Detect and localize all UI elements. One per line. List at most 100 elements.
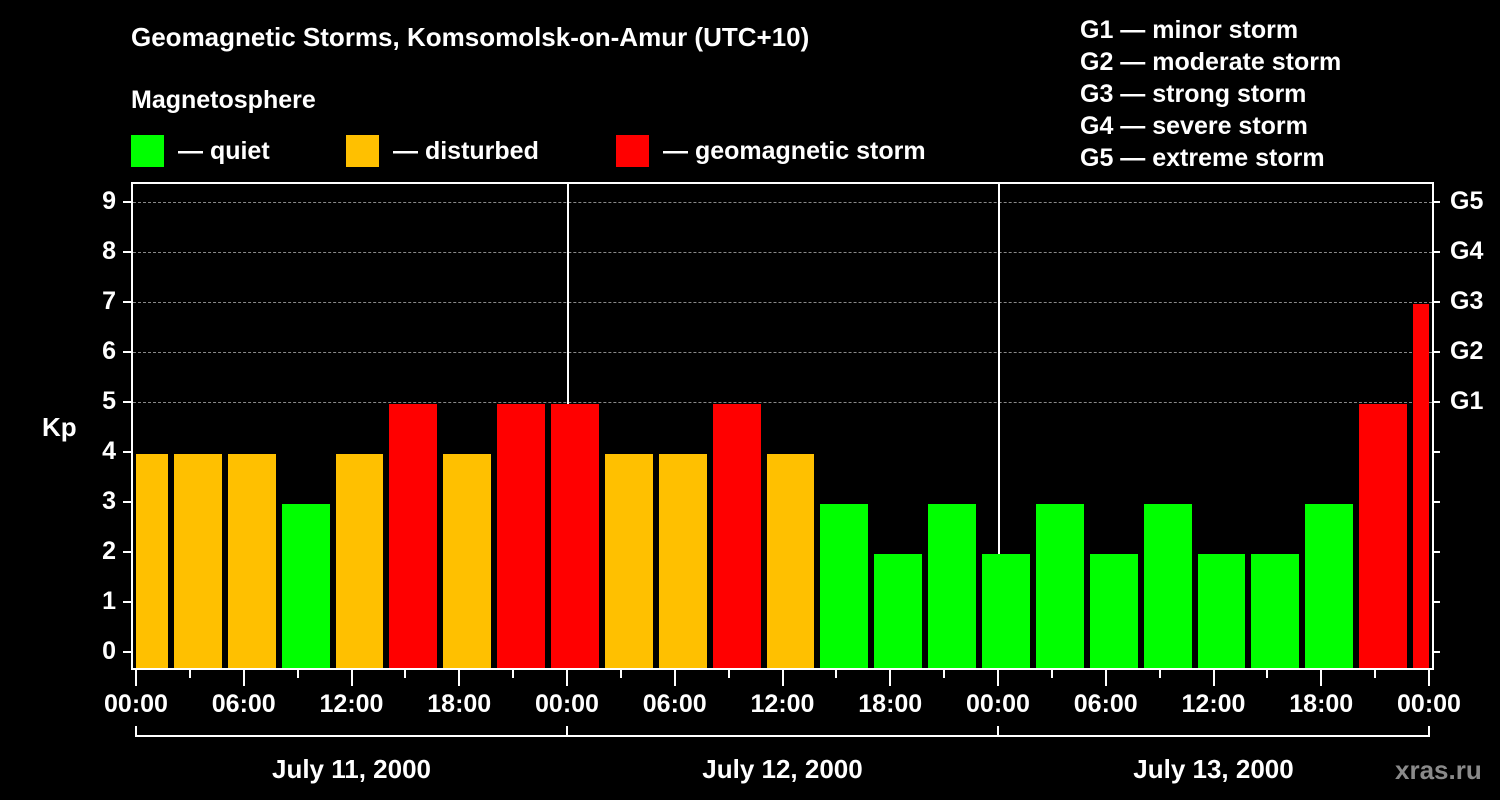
kp-bar (874, 554, 923, 668)
x-tick-label: 18:00 (1289, 690, 1354, 718)
x-tick-label: 00:00 (535, 690, 599, 718)
x-major-tick (1212, 670, 1215, 686)
x-tick-label: 06:00 (211, 690, 276, 718)
kp-bar (1089, 554, 1138, 668)
kp-bar (1035, 504, 1084, 668)
legend-storm: — geomagnetic storm (616, 135, 926, 167)
kp-bar (928, 504, 977, 668)
y-tick (123, 201, 131, 203)
kp-bar (227, 454, 276, 668)
day-separator (998, 184, 1000, 668)
kp-bar (1143, 504, 1192, 668)
legend-label-disturbed: — disturbed (393, 136, 539, 165)
right-tick (1432, 351, 1440, 353)
chart-subtitle: Magnetosphere (131, 86, 316, 114)
grid-line-kp-9 (133, 202, 1432, 203)
date-bracket-line (135, 735, 1430, 737)
x-major-tick (242, 670, 245, 686)
kp-bar (497, 404, 546, 668)
y-tick (123, 601, 131, 603)
storm-scale-g2: G2 — moderate storm (1080, 48, 1342, 76)
x-major-tick (889, 670, 892, 686)
plot-area (131, 182, 1434, 670)
y-tick-label: 9 (102, 187, 116, 215)
legend-swatch-storm (616, 135, 649, 167)
y-tick-label: 2 (102, 537, 116, 565)
storm-level-label: G4 (1450, 237, 1484, 265)
grid-line-kp-6 (133, 352, 1432, 353)
kp-bar (982, 554, 1030, 668)
legend-label-storm: — geomagnetic storm (663, 136, 926, 165)
x-minor-tick (1266, 670, 1269, 678)
y-tick (123, 651, 131, 653)
right-tick (1432, 401, 1440, 403)
storm-scale-g4: G4 — severe storm (1080, 112, 1308, 140)
right-tick (1432, 551, 1440, 553)
right-tick (1432, 301, 1440, 303)
x-minor-tick (1050, 670, 1053, 678)
kp-bar (820, 504, 869, 668)
date-bracket-tick (1428, 726, 1430, 737)
kp-bar (443, 454, 492, 668)
x-tick-label: 06:00 (1073, 690, 1138, 718)
x-minor-tick (188, 670, 191, 678)
kp-bar (389, 404, 438, 668)
kp-bar (1359, 404, 1408, 668)
kp-bar (1251, 554, 1300, 668)
y-axis-label: Kp (42, 412, 77, 442)
y-tick-label: 6 (102, 337, 116, 365)
legend-swatch-quiet (131, 135, 164, 167)
legend-swatch-disturbed (346, 135, 379, 167)
x-minor-tick (296, 670, 299, 678)
date-bracket-tick (566, 726, 568, 737)
x-tick-label: 18:00 (858, 690, 923, 718)
x-minor-tick (835, 670, 838, 678)
x-minor-tick (727, 670, 730, 678)
x-major-tick (1320, 670, 1323, 686)
right-tick (1432, 601, 1440, 603)
x-tick-label: 00:00 (104, 690, 168, 718)
x-major-tick (673, 670, 676, 686)
right-tick (1432, 251, 1440, 253)
kp-bar (173, 454, 222, 668)
x-major-tick (781, 670, 784, 686)
x-tick-label: 12:00 (319, 690, 384, 718)
chart-title: Geomagnetic Storms, Komsomolsk-on-Amur (… (131, 22, 810, 52)
x-tick-label: 06:00 (642, 690, 707, 718)
storm-level-label: G1 (1450, 387, 1484, 415)
y-tick (123, 501, 131, 503)
kp-bar (1413, 304, 1429, 668)
y-tick-label: 8 (102, 237, 116, 265)
y-tick-label: 1 (102, 587, 116, 615)
x-major-tick (458, 670, 461, 686)
y-tick (123, 451, 131, 453)
kp-bar (281, 504, 330, 668)
storm-scale-g1: G1 — minor storm (1080, 16, 1299, 44)
storm-scale-legend: G1 — minor storm G2 — moderate storm G3 … (1080, 14, 1341, 174)
date-bracket-tick (135, 726, 137, 737)
y-tick-label: 5 (102, 387, 116, 415)
grid-line-kp-8 (133, 252, 1432, 253)
right-tick (1432, 501, 1440, 503)
y-tick (123, 351, 131, 353)
kp-bar (604, 454, 653, 668)
y-tick (123, 251, 131, 253)
x-minor-tick (1374, 670, 1377, 678)
x-minor-tick (512, 670, 515, 678)
x-major-tick (1104, 670, 1107, 686)
x-major-tick (1428, 670, 1430, 686)
x-minor-tick (404, 670, 407, 678)
storm-level-label: G3 (1450, 287, 1484, 315)
y-tick-label: 3 (102, 487, 116, 515)
y-tick-label: 7 (102, 287, 116, 315)
kp-bar (1305, 504, 1354, 668)
storm-level-label: G2 (1450, 337, 1484, 365)
x-tick-label: 00:00 (966, 690, 1030, 718)
legend-label-quiet: — quiet (178, 136, 270, 165)
grid-line-kp-7 (133, 302, 1432, 303)
kp-bar (551, 404, 599, 668)
y-tick (123, 301, 131, 303)
y-tick-label: 0 (102, 637, 116, 665)
x-minor-tick (1158, 670, 1161, 678)
right-tick (1432, 651, 1440, 653)
